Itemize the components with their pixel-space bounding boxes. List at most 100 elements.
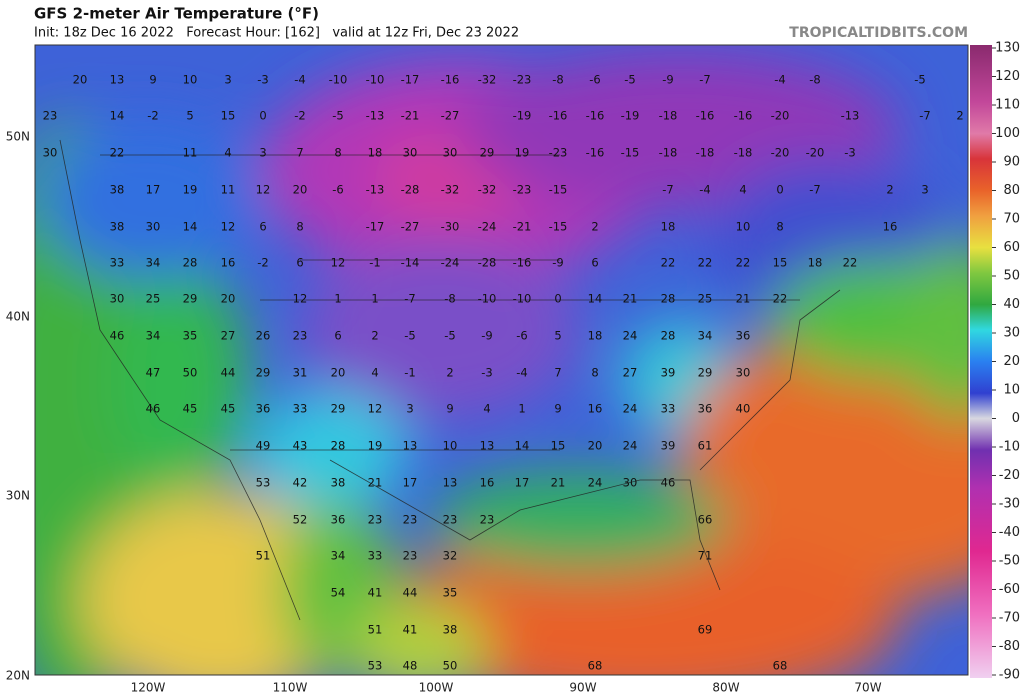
temperature-label: 5 (554, 329, 561, 343)
temperature-label: 27 (623, 366, 638, 380)
temperature-label: 36 (331, 513, 346, 527)
temperature-label: 12 (256, 183, 271, 197)
temperature-label: -32 (441, 183, 460, 197)
temperature-label: -8 (444, 292, 455, 306)
temperature-label: -16 (513, 256, 532, 270)
temperature-label: -6 (332, 183, 343, 197)
temperature-label: -9 (481, 329, 492, 343)
temperature-label: 32 (443, 549, 458, 563)
temperature-label: -17 (401, 73, 420, 87)
temperature-label: -8 (552, 73, 563, 87)
temperature-label: 12 (368, 402, 383, 416)
temperature-label: -16 (586, 146, 605, 160)
temperature-label: 18 (588, 329, 603, 343)
temperature-label: -10 (366, 73, 385, 87)
colorbar-tick-label: 10 (1003, 383, 1020, 398)
temperature-label: 16 (588, 402, 603, 416)
temperature-label: 18 (661, 220, 676, 234)
temperature-label: 4 (739, 183, 746, 197)
temperature-label: 33 (661, 402, 676, 416)
latitude-label: 20N (6, 669, 30, 683)
temperature-label: 33 (110, 256, 125, 270)
temperature-label: -6 (589, 73, 600, 87)
temperature-label: -13 (366, 109, 385, 123)
temperature-label: 15 (773, 256, 788, 270)
colorbar-tick-label: 40 (1003, 297, 1020, 312)
temperature-label: 16 (480, 476, 495, 490)
temperature-label: -23 (513, 73, 532, 87)
map-frame (34, 44, 969, 676)
colorbar-tick-label: -30 (999, 497, 1020, 512)
temperature-label: 23 (293, 329, 308, 343)
temperature-label: 2 (591, 220, 598, 234)
temperature-label: 45 (183, 402, 198, 416)
temperature-label: 39 (661, 439, 676, 453)
temperature-label: 15 (551, 439, 566, 453)
colorbar-tick-label: 60 (1003, 240, 1020, 255)
temperature-label: 19 (183, 183, 198, 197)
temperature-label: 23 (480, 513, 495, 527)
temperature-label: 3 (406, 402, 413, 416)
temperature-label: 38 (331, 476, 346, 490)
temperature-label: -3 (844, 146, 855, 160)
temperature-label: -7 (662, 183, 673, 197)
temperature-label: -2 (147, 109, 158, 123)
temperature-label: 13 (480, 439, 495, 453)
temperature-label: 21 (368, 476, 383, 490)
temperature-label: -19 (513, 109, 532, 123)
temperature-label: -28 (478, 256, 497, 270)
temperature-label: 20 (221, 292, 236, 306)
temperature-label: 41 (368, 586, 383, 600)
temperature-label: -7 (919, 109, 930, 123)
temperature-label: 29 (183, 292, 198, 306)
temperature-label: -4 (699, 183, 710, 197)
temperature-label: 4 (483, 402, 490, 416)
temperature-label: -2 (257, 256, 268, 270)
temperature-label: 8 (296, 220, 303, 234)
temperature-label: -13 (841, 109, 860, 123)
temperature-label: 21 (736, 292, 751, 306)
longitude-label: 70W (854, 681, 881, 695)
temperature-label: 21 (551, 476, 566, 490)
temperature-label: 0 (554, 292, 561, 306)
temperature-label: 17 (146, 183, 161, 197)
temperature-label: 13 (403, 439, 418, 453)
temperature-label: 8 (334, 146, 341, 160)
temperature-label: 44 (403, 586, 418, 600)
temperature-label: -5 (332, 109, 343, 123)
temperature-label: -20 (806, 146, 825, 160)
temperature-label: 30 (110, 292, 125, 306)
temperature-label: 13 (110, 73, 125, 87)
colorbar-tick-label: -20 (999, 468, 1020, 483)
temperature-label: 2 (371, 329, 378, 343)
temperature-label: 20 (588, 439, 603, 453)
colorbar-tick-label: 0 (1012, 411, 1020, 426)
temperature-label: 48 (403, 659, 418, 673)
colorbar-tick-label: 120 (995, 69, 1020, 84)
colorbar-tick-label: 30 (1003, 326, 1020, 341)
colorbar-tick-label: -50 (999, 554, 1020, 569)
temperature-label: -27 (401, 220, 420, 234)
temperature-label: 39 (661, 366, 676, 380)
temperature-label: 1 (518, 402, 525, 416)
temperature-label: 53 (368, 659, 383, 673)
subtitle: Init: 18z Dec 16 2022 Forecast Hour: [16… (34, 26, 519, 41)
temperature-label: 23 (443, 513, 458, 527)
title: GFS 2-meter Air Temperature (°F) (34, 5, 319, 23)
temperature-label: 42 (293, 476, 308, 490)
colorbar-tick-label: -60 (999, 582, 1020, 597)
temperature-label: 28 (331, 439, 346, 453)
temperature-label: 9 (149, 73, 156, 87)
temperature-label: 28 (661, 329, 676, 343)
temperature-label: 0 (259, 109, 266, 123)
temperature-label: 38 (443, 623, 458, 637)
temperature-label: 9 (446, 402, 453, 416)
temperature-label: -3 (481, 366, 492, 380)
longitude-label: 80W (712, 681, 739, 695)
temperature-label: 35 (183, 329, 198, 343)
temperature-label: 3 (921, 183, 928, 197)
temperature-label: 10 (183, 73, 198, 87)
temperature-label: -28 (401, 183, 420, 197)
temperature-label: -18 (696, 146, 715, 160)
